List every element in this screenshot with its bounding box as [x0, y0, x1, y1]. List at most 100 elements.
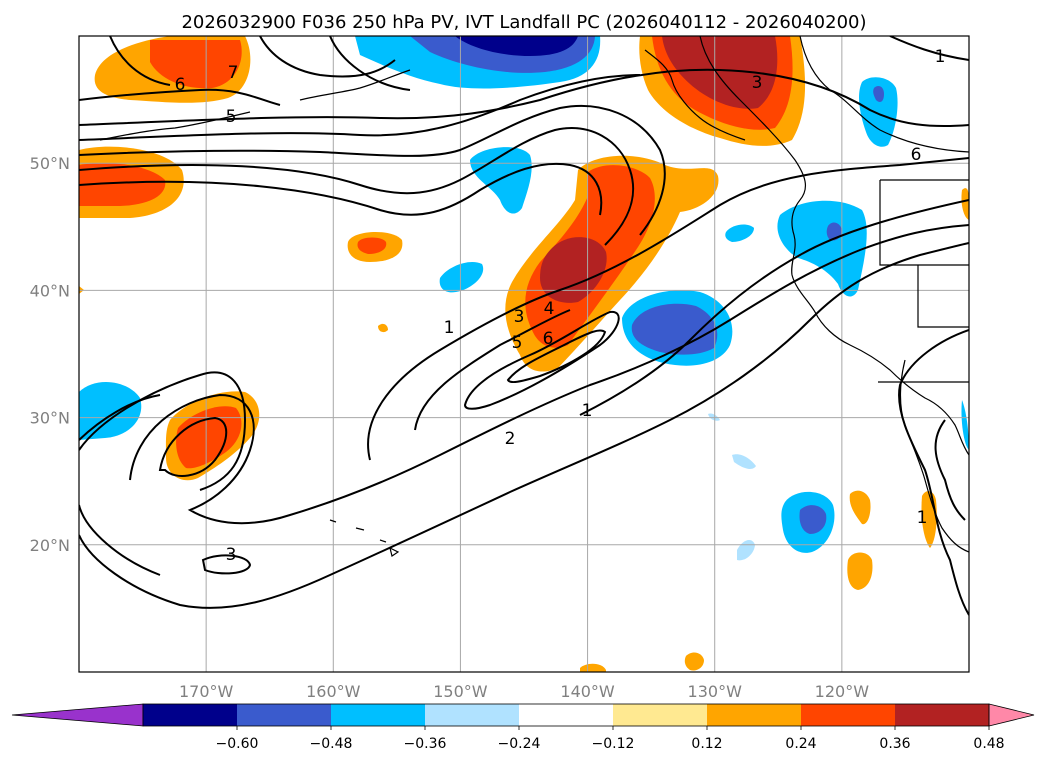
coastline-aleutians-west	[99, 111, 251, 141]
contour-sw-3	[201, 554, 252, 575]
contour-north-3	[79, 104, 666, 236]
coastline-baja	[899, 359, 969, 553]
colorbar-segment	[613, 704, 708, 726]
contour-label: 2	[505, 429, 516, 449]
contour-label: 1	[917, 508, 928, 528]
contour-label: 1	[444, 318, 455, 338]
coastline-alaska-bc	[799, 36, 969, 153]
negative-anomaly-north-max	[455, 36, 578, 56]
contour-nw-4	[109, 36, 171, 86]
colorbar-label: −0.36	[404, 736, 447, 752]
positive-anomaly-bc-core	[662, 36, 778, 109]
coastline-north-america	[699, 36, 969, 456]
positive-anomaly-south-4	[684, 652, 704, 671]
contour-nw-3	[329, 36, 411, 91]
contour-main-3	[79, 394, 161, 441]
lon-tick-label: 160°W	[306, 682, 361, 701]
negative-anomaly-bc-coast	[859, 77, 898, 147]
colorbar-label: 0.36	[879, 736, 910, 752]
contour-main-1	[129, 224, 969, 525]
positive-anomaly-south-2	[849, 490, 871, 525]
contour-east-1	[898, 329, 969, 616]
coastline-aleutians	[299, 69, 411, 101]
gridlines	[79, 36, 969, 672]
contour-labels: 1 2 3 3 4 5 6 5 6 7 6 1 1 1 3	[175, 47, 946, 565]
colorbar-label: 0.24	[785, 736, 816, 752]
contour-label: 1	[935, 47, 946, 67]
positive-anomaly-nw-core	[150, 40, 242, 89]
contour-label: 7	[228, 63, 239, 83]
negative-anomaly-tiny-3	[732, 454, 756, 469]
coastlines	[99, 36, 969, 557]
shaded-field	[79, 36, 969, 672]
colorbar-extend-high	[988, 703, 1035, 727]
colorbar-label: −0.48	[310, 736, 353, 752]
lat-tick-label: 50°N	[30, 154, 70, 173]
contour-sw-4	[79, 504, 161, 576]
negative-anomaly-east-core	[631, 303, 718, 355]
colorbar-segment	[895, 704, 990, 726]
colorbar-segment	[143, 704, 238, 726]
colorbar-extend-low	[11, 703, 144, 727]
contour-east-2	[934, 419, 966, 521]
contour-streamer-4	[506, 329, 607, 384]
map-panel: 1 2 3 3 4 5 6 5 6 7 6 1 1 1 3	[79, 36, 969, 672]
colorbar-segment	[801, 704, 896, 726]
colorbar-segment	[331, 704, 426, 726]
contour-label: 1	[582, 401, 593, 421]
latitude-axis: 20°N 30°N 40°N 50°N	[30, 154, 70, 555]
positive-anomaly-sw-core	[176, 406, 242, 469]
colorbar-label: −0.12	[592, 736, 635, 752]
positive-anomaly-south-1	[847, 552, 873, 590]
colorbar-segment	[519, 704, 614, 726]
negative-anomaly-south-core	[799, 505, 827, 534]
colorbar-label: 0.12	[691, 736, 722, 752]
lon-tick-label: 170°W	[179, 682, 234, 701]
contour-label: 6	[543, 329, 554, 349]
lon-tick-label: 150°W	[433, 682, 488, 701]
negative-anomaly-mid	[470, 147, 532, 214]
border-state-1	[879, 180, 969, 266]
positive-anomaly-west-core	[79, 163, 166, 206]
contour-label: 5	[512, 333, 523, 353]
colorbar-segment	[425, 704, 520, 726]
colorbar-label: −0.24	[498, 736, 541, 752]
negative-anomaly-bc-coast-core	[873, 86, 884, 102]
contour-label: 5	[226, 107, 237, 127]
negative-anomaly-oregon-core	[826, 222, 842, 241]
negative-anomaly-edge	[961, 400, 969, 450]
positive-anomaly-tiny	[378, 323, 388, 333]
pv-contours	[79, 36, 969, 616]
positive-anomaly-streamer-core	[540, 237, 607, 303]
contour-north-5	[79, 162, 603, 216]
lat-tick-label: 20°N	[30, 536, 70, 555]
colorbar-segment	[237, 704, 332, 726]
colorbar: −0.60 −0.48 −0.36 −0.24 −0.12 0.12 0.24 0.36 0.4…	[11, 703, 1035, 752]
coastline-alaska-panhandle	[644, 49, 746, 141]
contour-label: 3	[226, 545, 237, 565]
lat-tick-label: 40°N	[30, 281, 70, 300]
contour-label: 3	[752, 73, 763, 93]
positive-anomaly-edge	[961, 188, 969, 220]
lon-tick-label: 120°W	[815, 682, 870, 701]
positive-anomaly-south-5	[580, 663, 606, 672]
lat-tick-label: 30°N	[30, 409, 70, 428]
negative-anomaly-tiny-1	[725, 224, 754, 242]
contour-north-2	[79, 74, 641, 141]
border-state-2	[917, 265, 969, 328]
contour-label: 4	[544, 299, 555, 319]
colorbar-label: −0.60	[216, 736, 259, 752]
coastline-hawaii	[329, 519, 400, 557]
contour-label: 6	[911, 145, 922, 165]
contour-nw-1	[79, 88, 281, 106]
contour-streamer-3	[463, 310, 620, 410]
negative-anomaly-oregon	[777, 200, 867, 297]
contour-main-2	[79, 242, 969, 609]
colorbar-label: 0.48	[973, 736, 1004, 752]
colorbar-frame	[142, 703, 990, 727]
contour-label: 6	[175, 75, 186, 95]
contour-ne-1	[889, 36, 969, 61]
negative-anomaly-small	[439, 261, 484, 293]
contour-label: 3	[514, 307, 525, 327]
